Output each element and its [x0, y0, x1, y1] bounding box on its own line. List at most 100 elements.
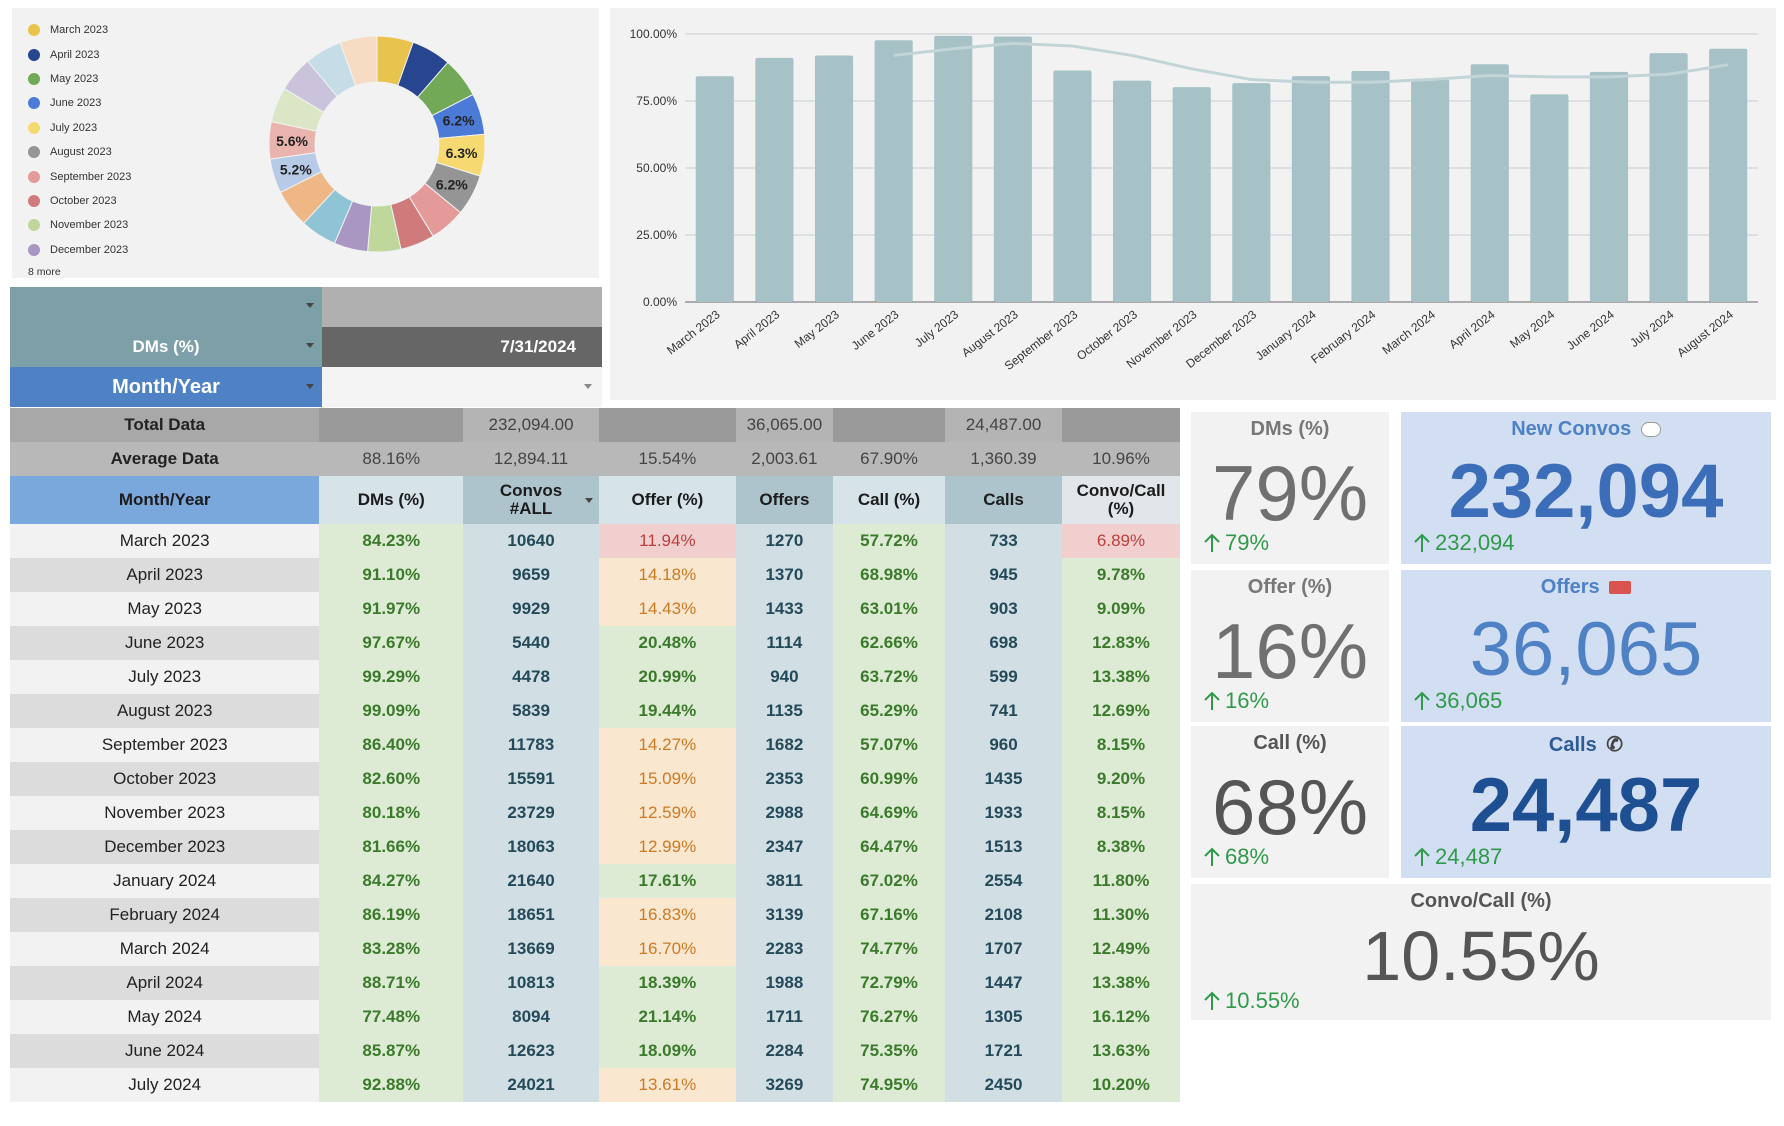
kpi-title: Offer (%) [1247, 576, 1333, 598]
column-header[interactable]: Offers [735, 476, 833, 524]
legend-label: July 2023 [50, 121, 98, 134]
table-cell: 21.14% [598, 1000, 736, 1034]
dms-filter-control[interactable] [10, 287, 322, 367]
month-year-filter[interactable]: Month/Year [10, 367, 322, 407]
legend-item[interactable]: September 2023 [28, 164, 131, 188]
bar[interactable] [1351, 71, 1390, 302]
chevron-down-icon[interactable] [306, 343, 314, 348]
legend-swatch [28, 48, 40, 61]
table-row[interactable]: August 2023 99.09% 5839 19.44% 1135 65.29% 741… [10, 694, 1180, 728]
table-row[interactable]: July 2023 99.29% 4478 20.99% 940 63.72% 599 13.… [10, 660, 1180, 694]
table-row[interactable]: June 2024 85.87% 12623 18.09% 2284 75.35% 1721… [10, 1034, 1180, 1068]
table-row[interactable]: May 2024 77.48% 8094 21.14% 1711 76.27% 1305 16… [10, 1000, 1180, 1034]
bar-chart-panel: 0.00% 25.00% 50.00% 75.00% 100.00% March 2023… [610, 8, 1776, 400]
legend-item[interactable]: April 2023 [28, 42, 131, 66]
legend-item[interactable]: October 2023 [28, 189, 131, 213]
kpi-dms: DMs (%) 79% 79% [1191, 412, 1389, 564]
table-cell: 13669 [463, 932, 599, 966]
column-header[interactable]: Offer (%) [598, 476, 736, 524]
kpi-value: 68% [1211, 763, 1369, 851]
table-row[interactable]: April 2023 91.10% 9659 14.18% 1370 68.98% 945 9… [10, 558, 1180, 592]
table-row[interactable]: September 2023 86.40% 11783 14.27% 1682 57.07… [10, 728, 1180, 762]
bar[interactable] [1053, 70, 1092, 302]
column-header-convos[interactable]: Convos #ALL [463, 476, 599, 524]
bar[interactable] [695, 76, 734, 302]
table-cell: 8094 [463, 1000, 599, 1034]
table-row[interactable]: February 2024 86.19% 18651 16.83% 3139 67.16%… [10, 898, 1180, 932]
table-cell: 9.20% [1062, 762, 1180, 796]
table-cell: 2554 [945, 864, 1063, 898]
column-header[interactable]: Convo/Call (%) [1062, 476, 1180, 524]
row-month-cell: April 2023 [10, 558, 320, 592]
table-cell: 86.40% [319, 728, 464, 762]
table-row[interactable]: May 2023 91.97% 9929 14.43% 1433 63.01% 903 9.0… [10, 592, 1180, 626]
table-cell: 64.47% [832, 830, 946, 864]
legend-item[interactable]: December 2023 [28, 238, 131, 262]
table-row[interactable]: June 2023 97.67% 5440 20.48% 1114 62.66% 698 12… [10, 626, 1180, 660]
table-cell: 15.09% [598, 762, 736, 796]
column-header[interactable]: Call (%) [832, 476, 946, 524]
table-cell: 16.12% [1062, 1000, 1180, 1034]
bar[interactable] [1530, 94, 1569, 302]
row-month-cell: July 2023 [10, 660, 320, 694]
total-data-label: Total Data [10, 408, 320, 442]
table-row[interactable]: July 2024 92.88% 24021 13.61% 3269 74.95% 2450… [10, 1068, 1180, 1102]
table-row[interactable]: March 2024 83.28% 13669 16.70% 2283 74.77% 170… [10, 932, 1180, 966]
sort-caret-icon[interactable] [584, 498, 593, 503]
table-header-row: Month/Year DMs (%) Convos #ALL Offer (%)… [10, 476, 1180, 524]
pie-slice[interactable] [339, 35, 378, 87]
bar[interactable] [1411, 78, 1450, 302]
y-tick-label: 50.00% [636, 161, 677, 175]
bar[interactable] [1291, 76, 1330, 302]
table-cell: 3139 [735, 898, 833, 932]
table-row[interactable]: April 2024 88.71% 10813 18.39% 1988 72.79% 144… [10, 966, 1180, 1000]
chevron-down-icon[interactable] [306, 384, 314, 389]
dms-filter-label[interactable]: DMs (%) [10, 327, 322, 367]
table-cell: 18063 [463, 830, 599, 864]
bar[interactable] [1232, 83, 1271, 302]
column-header[interactable]: Month/Year [10, 476, 320, 524]
bar[interactable] [1470, 64, 1509, 302]
bar[interactable] [755, 57, 794, 302]
bar[interactable] [993, 36, 1032, 302]
bar[interactable] [1113, 80, 1152, 302]
bar[interactable] [1589, 71, 1629, 302]
table-row[interactable]: October 2023 82.60% 15591 15.09% 2353 60.99% 1… [10, 762, 1180, 796]
bar[interactable] [934, 35, 973, 302]
kpi-delta-value: 232,094 [1435, 530, 1515, 555]
table-cell: 11.30% [1062, 898, 1180, 932]
table-row[interactable]: December 2023 81.66% 18063 12.99% 2347 64.47%… [10, 830, 1180, 864]
column-header[interactable]: Calls [945, 476, 1063, 524]
legend-more-link[interactable]: 8 more [28, 265, 61, 278]
legend-item[interactable]: August 2023 [28, 140, 131, 164]
bar[interactable] [1709, 48, 1748, 302]
legend-item[interactable]: March 2023 [28, 18, 131, 42]
chevron-down-icon[interactable] [584, 384, 592, 389]
bar[interactable] [1649, 53, 1688, 302]
table-row[interactable]: January 2024 84.27% 21640 17.61% 3811 67.02% 2… [10, 864, 1180, 898]
legend-item[interactable]: May 2023 [28, 67, 131, 91]
chevron-down-icon[interactable] [306, 303, 314, 308]
legend-item[interactable]: July 2023 [28, 116, 131, 140]
table-cell: 2284 [735, 1034, 833, 1068]
legend-item[interactable]: November 2023 [28, 213, 131, 237]
table-cell: 92.88% [319, 1068, 464, 1102]
date-range-control[interactable]: 7/31/2024 [322, 327, 602, 367]
table-cell: 18.39% [598, 966, 736, 1000]
table-row[interactable]: November 2023 80.18% 23729 12.59% 2988 64.69%… [10, 796, 1180, 830]
kpi-delta-value: 79% [1225, 530, 1270, 555]
table-row[interactable]: March 2023 84.23% 10640 11.94% 1270 57.72% 733… [10, 524, 1180, 558]
table-cell: 940 [735, 660, 833, 694]
column-header[interactable]: DMs (%) [319, 476, 464, 524]
legend-label: May 2023 [50, 72, 99, 85]
bar[interactable] [874, 40, 913, 303]
row-month-cell: January 2024 [10, 864, 320, 898]
bar[interactable] [814, 55, 854, 302]
table-cell: 733 [945, 524, 1063, 558]
table-cell: 63.72% [832, 660, 946, 694]
table-cell: 1435 [945, 762, 1063, 796]
x-tick-label: March 2023 [664, 307, 723, 357]
bar[interactable] [1172, 87, 1211, 302]
month-year-select[interactable] [322, 367, 602, 407]
legend-item[interactable]: June 2023 [28, 91, 131, 115]
